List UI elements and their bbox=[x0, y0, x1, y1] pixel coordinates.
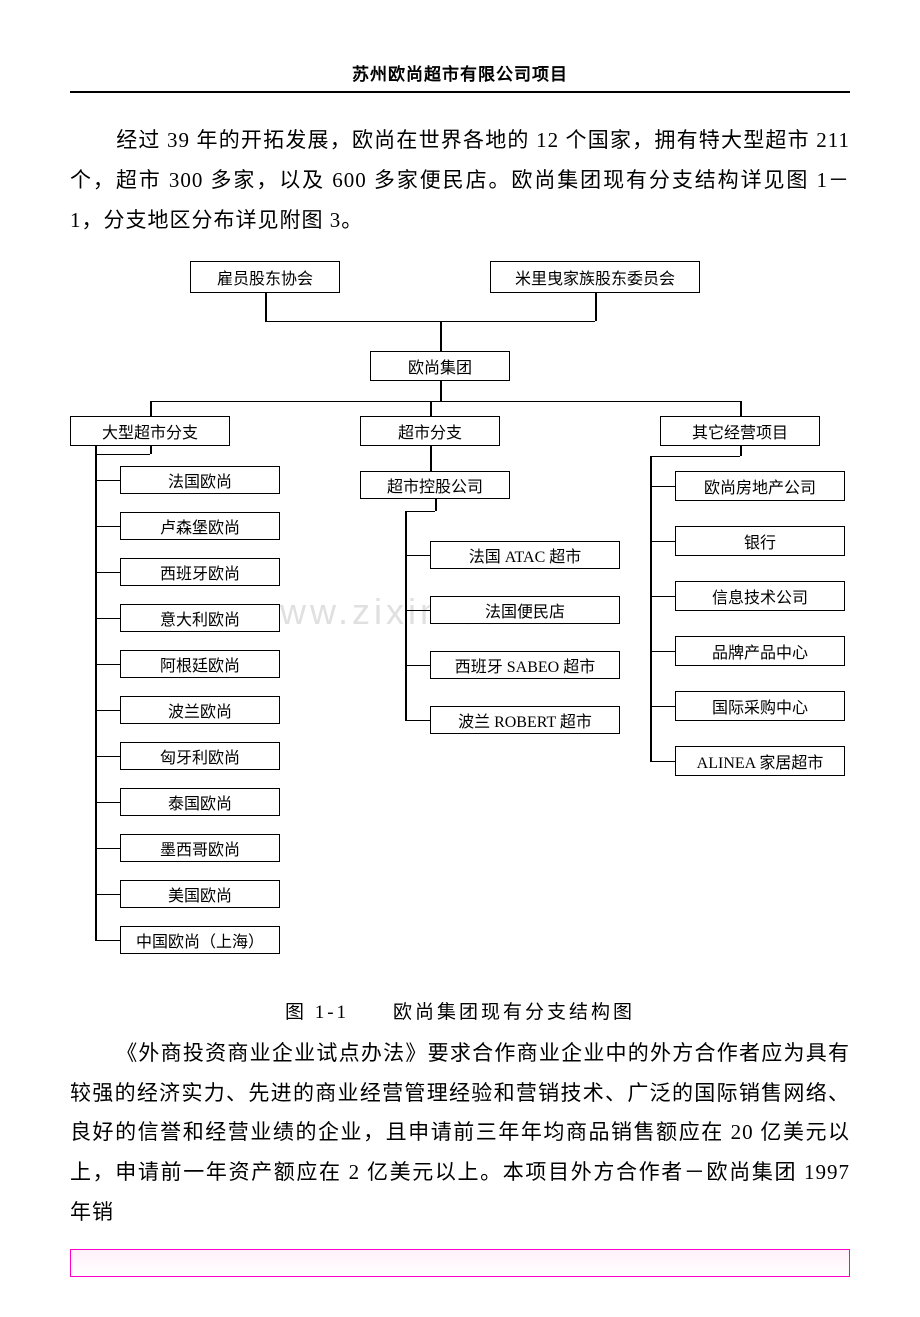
connector bbox=[650, 541, 675, 543]
node-right-item: 国际采购中心 bbox=[675, 691, 845, 721]
node-mid-holding: 超市控股公司 bbox=[360, 471, 510, 499]
connector bbox=[95, 572, 120, 574]
connector bbox=[95, 940, 120, 942]
node-left-item: 美国欧尚 bbox=[120, 880, 280, 908]
connector bbox=[440, 381, 442, 401]
node-right-item: 欧尚房地产公司 bbox=[675, 471, 845, 501]
connector bbox=[405, 610, 430, 612]
intro-paragraph: 经过 39 年的开拓发展，欧尚在世界各地的 12 个国家，拥有特大型超市 211… bbox=[70, 121, 850, 241]
connector bbox=[265, 293, 267, 321]
connector bbox=[405, 511, 435, 513]
connector bbox=[740, 446, 742, 456]
node-mid-item: 法国便民店 bbox=[430, 596, 620, 624]
node-left-item: 波兰欧尚 bbox=[120, 696, 280, 724]
connector bbox=[650, 596, 675, 598]
connector bbox=[430, 401, 432, 416]
connector bbox=[405, 555, 430, 557]
connector bbox=[405, 511, 407, 720]
org-chart: www.zixin.com.cn 雇员股东协会米里曳家族股东委员会欧尚集团大型超… bbox=[70, 261, 850, 981]
page-header-title: 苏州欧尚超市有限公司项目 bbox=[70, 60, 850, 85]
node-shareholder-employees: 雇员股东协会 bbox=[190, 261, 340, 293]
node-right-item: ALINEA 家居超市 bbox=[675, 746, 845, 776]
connector bbox=[440, 321, 442, 351]
connector bbox=[405, 665, 430, 667]
body-paragraph-2: 《外商投资商业企业试点办法》要求合作商业企业中的外方合作者应为具有较强的经济实力… bbox=[70, 1034, 850, 1233]
connector bbox=[650, 651, 675, 653]
connector bbox=[95, 526, 120, 528]
node-mid-item: 法国 ATAC 超市 bbox=[430, 541, 620, 569]
connector bbox=[405, 720, 430, 722]
connector bbox=[95, 756, 120, 758]
connector bbox=[595, 293, 597, 321]
connector bbox=[95, 480, 120, 482]
connector bbox=[650, 486, 675, 488]
node-left-item: 墨西哥欧尚 bbox=[120, 834, 280, 862]
node-branch-hypermarket: 大型超市分支 bbox=[70, 416, 230, 446]
figure-caption: 图 1-1 欧尚集团现有分支结构图 bbox=[70, 997, 850, 1024]
node-branch-supermarket: 超市分支 bbox=[360, 416, 500, 446]
node-group-center: 欧尚集团 bbox=[370, 351, 510, 381]
connector bbox=[95, 618, 120, 620]
connector bbox=[95, 454, 150, 456]
footer-highlight-box bbox=[70, 1249, 850, 1277]
node-right-item: 品牌产品中心 bbox=[675, 636, 845, 666]
node-left-item: 阿根廷欧尚 bbox=[120, 650, 280, 678]
connector bbox=[95, 894, 120, 896]
connector bbox=[650, 761, 675, 763]
connector bbox=[95, 802, 120, 804]
node-left-item: 法国欧尚 bbox=[120, 466, 280, 494]
node-left-item: 匈牙利欧尚 bbox=[120, 742, 280, 770]
connector bbox=[740, 401, 742, 416]
connector bbox=[430, 446, 432, 471]
connector bbox=[95, 446, 97, 940]
connector bbox=[435, 499, 437, 511]
connector bbox=[150, 401, 740, 403]
node-left-item: 中国欧尚（上海） bbox=[120, 926, 280, 954]
node-left-item: 卢森堡欧尚 bbox=[120, 512, 280, 540]
connector bbox=[150, 401, 152, 416]
node-left-item: 西班牙欧尚 bbox=[120, 558, 280, 586]
connector bbox=[650, 456, 740, 458]
node-left-item: 意大利欧尚 bbox=[120, 604, 280, 632]
node-mid-item: 西班牙 SABEO 超市 bbox=[430, 651, 620, 679]
node-shareholder-family: 米里曳家族股东委员会 bbox=[490, 261, 700, 293]
connector bbox=[95, 848, 120, 850]
connector bbox=[95, 710, 120, 712]
connector bbox=[650, 456, 652, 761]
connector bbox=[650, 706, 675, 708]
node-branch-other: 其它经营项目 bbox=[660, 416, 820, 446]
connector bbox=[150, 446, 152, 454]
connector bbox=[95, 664, 120, 666]
header-rule bbox=[70, 91, 850, 93]
node-left-item: 泰国欧尚 bbox=[120, 788, 280, 816]
node-mid-item: 波兰 ROBERT 超市 bbox=[430, 706, 620, 734]
node-right-item: 信息技术公司 bbox=[675, 581, 845, 611]
node-right-item: 银行 bbox=[675, 526, 845, 556]
connector bbox=[265, 321, 595, 323]
